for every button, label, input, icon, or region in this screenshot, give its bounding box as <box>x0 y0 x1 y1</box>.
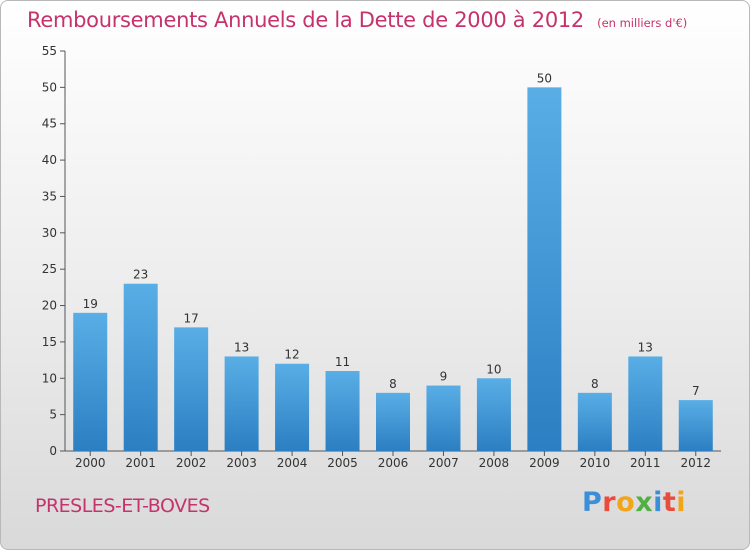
brand-logo-letter: t <box>662 487 677 518</box>
chart-header: Remboursements Annuels de la Dette de 20… <box>27 8 687 32</box>
bar-value-label: 8 <box>389 377 397 391</box>
chart-title: Remboursements Annuels de la Dette de 20… <box>27 8 584 32</box>
bar-2011 <box>628 356 663 451</box>
x-tick-label: 2001 <box>125 456 156 470</box>
bar-value-label: 50 <box>537 71 552 85</box>
bar-2009 <box>527 87 562 451</box>
bar-value-label: 9 <box>440 370 448 384</box>
bar-2005 <box>325 371 360 451</box>
bar-value-label: 7 <box>692 384 700 398</box>
bar-value-label: 23 <box>133 268 148 282</box>
x-tick-label: 2004 <box>277 456 308 470</box>
bar-value-label: 8 <box>591 377 599 391</box>
bar-value-label: 17 <box>184 311 199 325</box>
y-tick-label: 55 <box>42 44 57 58</box>
y-tick-label: 45 <box>42 117 57 131</box>
bar-value-label: 11 <box>335 355 350 369</box>
y-tick-label: 15 <box>42 335 57 349</box>
y-tick-label: 0 <box>49 444 57 458</box>
bar-2010 <box>577 392 612 451</box>
brand-logo-letter: o <box>616 487 636 518</box>
y-tick-label: 5 <box>49 408 57 422</box>
y-tick-label: 25 <box>42 262 57 276</box>
brand-logo-letter: x <box>635 487 654 518</box>
y-tick-label: 10 <box>42 371 57 385</box>
x-tick-label: 2003 <box>226 456 257 470</box>
bar-2002 <box>174 327 209 451</box>
bar-value-label: 13 <box>638 340 653 354</box>
brand-logo-letter: i <box>676 487 687 518</box>
bar-2008 <box>476 378 511 451</box>
chart-subtitle: (en milliers d'€) <box>597 16 688 30</box>
bar-2001 <box>123 283 158 451</box>
bar-2003 <box>224 356 259 451</box>
y-tick-label: 40 <box>42 153 57 167</box>
brand-logo-letter: i <box>653 487 663 518</box>
x-tick-label: 2007 <box>428 456 459 470</box>
x-tick-label: 2008 <box>479 456 510 470</box>
x-tick-label: 2006 <box>378 456 409 470</box>
y-tick-label: 50 <box>42 80 57 94</box>
x-tick-label: 2010 <box>580 456 611 470</box>
y-tick-label: 35 <box>42 189 57 203</box>
brand-logo-letter: P <box>582 487 603 518</box>
x-tick-label: 2011 <box>630 456 661 470</box>
bar-value-label: 10 <box>486 362 501 376</box>
bar-value-label: 12 <box>284 348 299 362</box>
x-tick-label: 2005 <box>327 456 358 470</box>
y-tick-label: 20 <box>42 299 57 313</box>
brand-logo: Proxiti <box>582 487 686 518</box>
bar-value-label: 19 <box>83 297 98 311</box>
x-tick-label: 2002 <box>176 456 207 470</box>
x-tick-label: 2012 <box>680 456 711 470</box>
bar-2012 <box>678 400 713 451</box>
x-tick-label: 2009 <box>529 456 560 470</box>
place-name: PRESLES-ET-BOVES <box>35 495 210 517</box>
bar-value-label: 13 <box>234 340 249 354</box>
bar-2006 <box>376 392 410 451</box>
x-tick-label: 2000 <box>75 456 106 470</box>
bar-2000 <box>73 312 108 451</box>
brand-logo-letter: r <box>602 487 617 518</box>
bar-2007 <box>426 385 461 451</box>
bar-2004 <box>275 363 310 451</box>
y-tick-label: 30 <box>42 226 57 240</box>
